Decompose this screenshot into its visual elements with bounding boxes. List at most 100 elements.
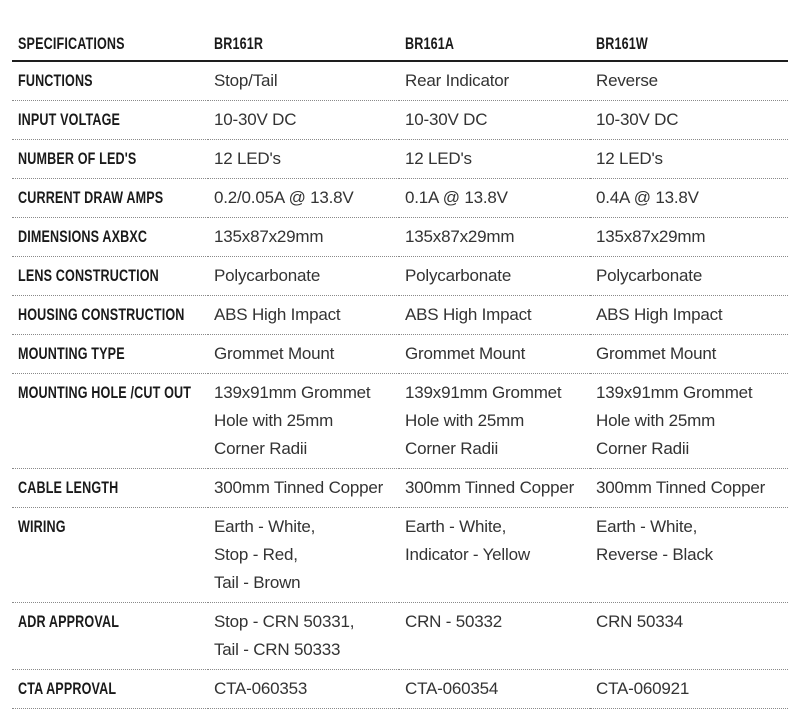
- spec-row: WIRING Earth - White, Stop - Red, Tail - Br…: [12, 507, 788, 603]
- spec-label: WIRING: [18, 517, 66, 536]
- spec-value-line: CTA-060921: [596, 679, 690, 698]
- spec-value-cell: 0.2/0.05A @ 13.8V: [208, 178, 399, 218]
- spec-value-cell: 135x87x29mm: [208, 217, 399, 257]
- spec-value-line: 135x87x29mm: [214, 227, 324, 246]
- spec-value-line: Polycarbonate: [214, 266, 321, 285]
- spec-value-cell: Earth - White, Reverse - Black: [590, 507, 788, 603]
- spec-value-line: 300mm Tinned Copper: [405, 478, 575, 497]
- spec-row: INPUT VOLTAGE 10-30V DC 10-30V DC 10-30V DC: [12, 100, 788, 140]
- spec-value-cell: CTA-060354: [399, 669, 590, 709]
- spec-value-line: 0.2/0.05A @ 13.8V: [214, 188, 354, 207]
- spec-value-line: 10-30V DC: [214, 110, 297, 129]
- spec-value-line: Stop - CRN 50331,: [214, 612, 355, 631]
- spec-value-line: ABS High Impact: [214, 305, 341, 324]
- spec-label-cell: WIRING: [12, 507, 208, 603]
- spec-value-line: 0.4A @ 13.8V: [596, 188, 699, 207]
- spec-value-line: CRN 50334: [596, 612, 684, 631]
- spec-value-cell: Earth - White, Stop - Red, Tail - Brown: [208, 507, 399, 603]
- spec-value-line: 12 LED's: [405, 149, 472, 168]
- spec-value-line: Earth - White,: [405, 517, 507, 536]
- spec-value-line: Grommet Mount: [596, 344, 717, 363]
- spec-row: DIMENSIONS AXBXC 135x87x29mm 135x87x29mm 13…: [12, 217, 788, 257]
- spec-value-line: Earth - White,: [596, 517, 698, 536]
- spec-label: HOUSING CONSTRUCTION: [18, 305, 185, 324]
- spec-row: ADR APPROVAL Stop - CRN 50331, Tail - CRN …: [12, 602, 788, 670]
- spec-value-line: Polycarbonate: [405, 266, 512, 285]
- header-cell: BR161R: [208, 28, 399, 62]
- header-row: SPECIFICATIONS BR161R BR161A BR161W: [12, 28, 788, 62]
- spec-value-line: 139x91mm Grommet: [405, 383, 562, 402]
- spec-label-cell: ADR APPROVAL: [12, 602, 208, 670]
- spec-value-line: Stop - Red,: [214, 545, 298, 564]
- header-text: BR161A: [405, 34, 455, 53]
- spec-value-cell: 10-30V DC: [590, 100, 788, 140]
- spec-value-line: 139x91mm Grommet: [596, 383, 753, 402]
- header-text: BR161R: [214, 34, 264, 53]
- spec-value-cell: 300mm Tinned Copper: [399, 468, 590, 508]
- spec-value-cell: Reverse: [590, 61, 788, 101]
- spec-label: FUNCTIONS: [18, 71, 93, 90]
- spec-value-cell: 0.4A @ 13.8V: [590, 178, 788, 218]
- spec-value-line: Polycarbonate: [596, 266, 703, 285]
- spec-value-cell: 139x91mm Grommet Hole with 25mm Corner Rad…: [590, 373, 788, 469]
- spec-row: LENS CONSTRUCTION Polycarbonate Polycarbon…: [12, 256, 788, 296]
- spec-value-cell: Stop/Tail: [208, 61, 399, 101]
- spec-label: ADR APPROVAL: [18, 612, 120, 631]
- spec-value-line: 10-30V DC: [405, 110, 488, 129]
- spec-value-cell: Polycarbonate: [590, 256, 788, 296]
- spec-value-line: Grommet Mount: [405, 344, 526, 363]
- header-cell: SPECIFICATIONS: [12, 28, 208, 62]
- spec-value-cell: 135x87x29mm: [590, 217, 788, 257]
- spec-row: NUMBER OF LED'S 12 LED's 12 LED's 12 LED's: [12, 139, 788, 179]
- spec-value-cell: Stop - CRN 50331, Tail - CRN 50333: [208, 602, 399, 670]
- spec-value-cell: Earth - White, Indicator - Yellow: [399, 507, 590, 603]
- spec-value-cell: CTA-060921: [590, 669, 788, 709]
- spec-label: DIMENSIONS AXBXC: [18, 227, 148, 246]
- spec-row: FUNCTIONS Stop/Tail Rear Indicator Reverse: [12, 61, 788, 101]
- spec-value-line: CTA-060353: [214, 679, 308, 698]
- spec-value-line: Hole with 25mm: [405, 411, 525, 430]
- spec-label: CABLE LENGTH: [18, 478, 119, 497]
- spec-value-line: Corner Radii: [596, 439, 690, 458]
- spec-value-line: Indicator - Yellow: [405, 545, 530, 564]
- spec-table-wrap: SPECIFICATIONS BR161R BR161A BR161W FUNCTIO…: [12, 28, 788, 709]
- spec-label-cell: CTA APPROVAL: [12, 669, 208, 709]
- spec-value-line: 0.1A @ 13.8V: [405, 188, 508, 207]
- spec-label: MOUNTING TYPE: [18, 344, 125, 363]
- spec-value-line: Reverse - Black: [596, 545, 713, 564]
- spec-value-line: Rear Indicator: [405, 71, 509, 90]
- spec-value-cell: 300mm Tinned Copper: [208, 468, 399, 508]
- spec-value-cell: Rear Indicator: [399, 61, 590, 101]
- spec-value-line: 135x87x29mm: [596, 227, 706, 246]
- spec-label-cell: HOUSING CONSTRUCTION: [12, 295, 208, 335]
- spec-value-cell: Grommet Mount: [590, 334, 788, 374]
- spec-value-cell: Polycarbonate: [208, 256, 399, 296]
- spec-row: MOUNTING HOLE /CUT OUT 139x91mm Grommet Ho…: [12, 373, 788, 469]
- header-cell: BR161A: [399, 28, 590, 62]
- spec-value-line: CRN - 50332: [405, 612, 503, 631]
- spec-value-line: 139x91mm Grommet: [214, 383, 371, 402]
- spec-value-line: 300mm Tinned Copper: [596, 478, 766, 497]
- spec-value-line: ABS High Impact: [405, 305, 532, 324]
- spec-value-line: Tail - Brown: [214, 573, 301, 592]
- spec-value-cell: 12 LED's: [399, 139, 590, 179]
- spec-value-line: 300mm Tinned Copper: [214, 478, 384, 497]
- spec-value-line: 12 LED's: [596, 149, 663, 168]
- spec-label-cell: NUMBER OF LED'S: [12, 139, 208, 179]
- spec-value-line: 10-30V DC: [596, 110, 679, 129]
- spec-value-line: 12 LED's: [214, 149, 281, 168]
- spec-row: HOUSING CONSTRUCTION ABS High Impact ABS H…: [12, 295, 788, 335]
- spec-label-cell: CURRENT DRAW AMPS: [12, 178, 208, 218]
- spec-label-cell: MOUNTING HOLE /CUT OUT: [12, 373, 208, 469]
- spec-value-line: Reverse: [596, 71, 658, 90]
- spec-value-cell: 135x87x29mm: [399, 217, 590, 257]
- spec-value-cell: 0.1A @ 13.8V: [399, 178, 590, 218]
- spec-label: CURRENT DRAW AMPS: [18, 188, 164, 207]
- spec-value-line: Grommet Mount: [214, 344, 335, 363]
- spec-value-cell: 10-30V DC: [208, 100, 399, 140]
- spec-label-cell: CABLE LENGTH: [12, 468, 208, 508]
- table-body: FUNCTIONS Stop/Tail Rear Indicator Reverse I…: [12, 61, 788, 709]
- header-text: BR161W: [596, 34, 648, 53]
- spec-row: CTA APPROVAL CTA-060353 CTA-060354 CTA-0609…: [12, 669, 788, 709]
